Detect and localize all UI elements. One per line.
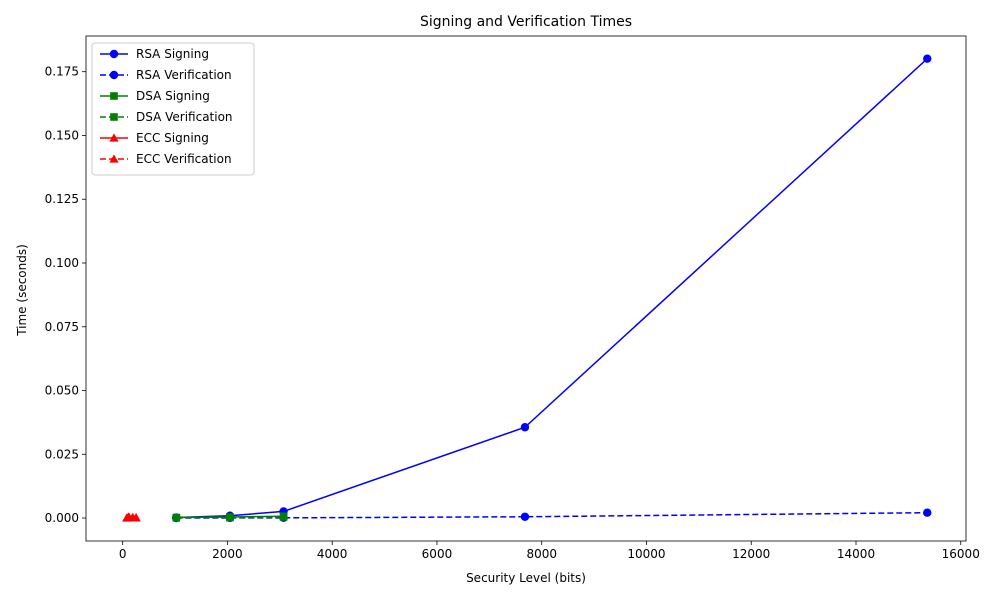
y-tick-label: 0.150 <box>45 128 79 142</box>
series-dsa-verification <box>172 513 288 522</box>
legend-label: DSA Signing <box>136 89 210 103</box>
data-point <box>279 513 288 521</box>
y-tick-label: 0.125 <box>45 192 79 206</box>
x-tick-label: 6000 <box>422 547 453 561</box>
data-point <box>923 54 932 63</box>
legend: RSA Signing RSA Verification DSA Signing DS… <box>91 42 255 176</box>
legend-marker <box>110 113 118 121</box>
legend-label: ECC Signing <box>136 131 209 145</box>
x-axis-label: Security Level (bits) <box>466 571 586 585</box>
legend-label: DSA Verification <box>136 110 233 124</box>
series-line <box>176 511 928 519</box>
data-point <box>172 513 181 522</box>
legend-label: RSA Verification <box>136 68 232 82</box>
x-tick-label: 12000 <box>732 547 770 561</box>
data-point <box>923 508 932 517</box>
data-point <box>131 513 141 522</box>
y-axis-label: Time (seconds) <box>15 244 29 337</box>
legend-box <box>91 42 255 176</box>
chart-title: Signing and Verification Times <box>420 14 632 30</box>
x-tick-label: 14000 <box>837 547 875 561</box>
legend-entry: DSA Verification <box>100 110 233 124</box>
data-point <box>520 512 530 521</box>
y-tick-label: 0.075 <box>45 320 79 334</box>
data-point <box>520 423 530 432</box>
axes-frame <box>85 35 967 542</box>
legend-entry: RSA Verification <box>100 68 232 82</box>
x-tick-label: 0 <box>119 547 127 561</box>
legend-entry: ECC Verification <box>100 152 232 166</box>
legend-label: RSA Signing <box>136 47 209 61</box>
x-tick-label: 10000 <box>627 547 665 561</box>
y-tick-label: 0.175 <box>45 65 79 79</box>
legend-marker <box>109 70 119 80</box>
legend-marker <box>110 92 118 100</box>
legend-marker <box>109 154 119 163</box>
y-tick-label: 0.050 <box>45 384 79 398</box>
data-point <box>226 513 234 522</box>
y-tick-label: 0.000 <box>45 511 79 525</box>
x-tick-label: 4000 <box>317 547 348 561</box>
x-tick-label: 16000 <box>942 547 980 561</box>
series-layer <box>122 54 932 523</box>
legend-label: ECC Verification <box>136 152 232 166</box>
legend-entry: DSA Signing <box>100 89 210 103</box>
x-tick-label: 8000 <box>526 547 557 561</box>
legend-marker <box>109 133 119 142</box>
legend-entry: RSA Signing <box>100 47 209 61</box>
x-tick-label: 2000 <box>212 547 243 561</box>
legend-marker <box>109 49 119 59</box>
axes-layer: 0 2000 4000 6000 8000 10000 12000 14000 16000 0.0… <box>45 35 980 561</box>
y-tick-label: 0.025 <box>45 447 79 461</box>
y-tick-label: 0.100 <box>45 256 79 270</box>
legend-entry: ECC Signing <box>100 131 209 145</box>
series-ecc-verification <box>122 513 141 522</box>
